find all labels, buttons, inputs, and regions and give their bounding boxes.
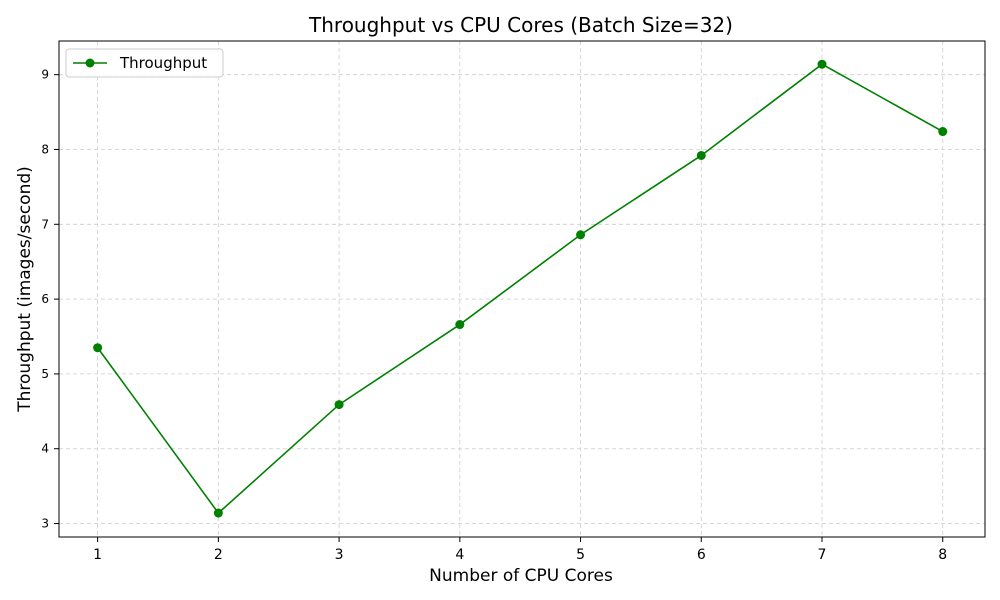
data-point	[817, 59, 827, 69]
legend-entry-throughput: Throughput	[119, 54, 207, 72]
data-point	[213, 508, 223, 518]
y-axis-ticks: 3 4 5 6 7 8 9	[41, 68, 59, 531]
grid	[59, 41, 985, 537]
y-tick-label: 3	[41, 517, 49, 531]
data-point	[696, 150, 706, 160]
y-axis-label: Throughput (images/second)	[15, 166, 35, 413]
series-line-throughput	[96, 63, 944, 515]
x-tick-label: 6	[697, 547, 706, 563]
y-tick-label: 9	[41, 68, 49, 82]
plot-frame	[58, 40, 986, 538]
x-tick-label: 5	[576, 547, 585, 563]
x-axis-label: Number of CPU Cores	[429, 566, 613, 586]
y-tick-label: 4	[41, 442, 49, 456]
x-tick-label: 3	[335, 547, 344, 563]
legend-marker-swatch	[85, 58, 95, 68]
y-tick-label: 5	[41, 367, 49, 381]
legend-box	[65, 48, 224, 78]
series-layer	[93, 59, 948, 518]
y-tick-label: 7	[41, 217, 49, 231]
legend: Throughput	[65, 48, 224, 78]
x-tick-label: 8	[938, 547, 947, 563]
chart-title: Throughput vs CPU Cores (Batch Size=32)	[308, 13, 733, 37]
x-tick-label: 7	[818, 547, 827, 563]
x-tick-label: 2	[214, 547, 223, 563]
data-point	[93, 343, 103, 353]
data-point	[455, 320, 465, 330]
data-point	[576, 230, 586, 240]
y-tick-label: 8	[41, 142, 49, 156]
x-tick-label: 1	[93, 547, 102, 563]
data-point	[938, 127, 948, 137]
y-tick-label: 6	[41, 292, 49, 306]
x-axis-ticks: 1 2 3 4 5 6 7 8	[93, 537, 947, 563]
x-tick-label: 4	[455, 547, 464, 563]
data-point	[334, 400, 344, 410]
